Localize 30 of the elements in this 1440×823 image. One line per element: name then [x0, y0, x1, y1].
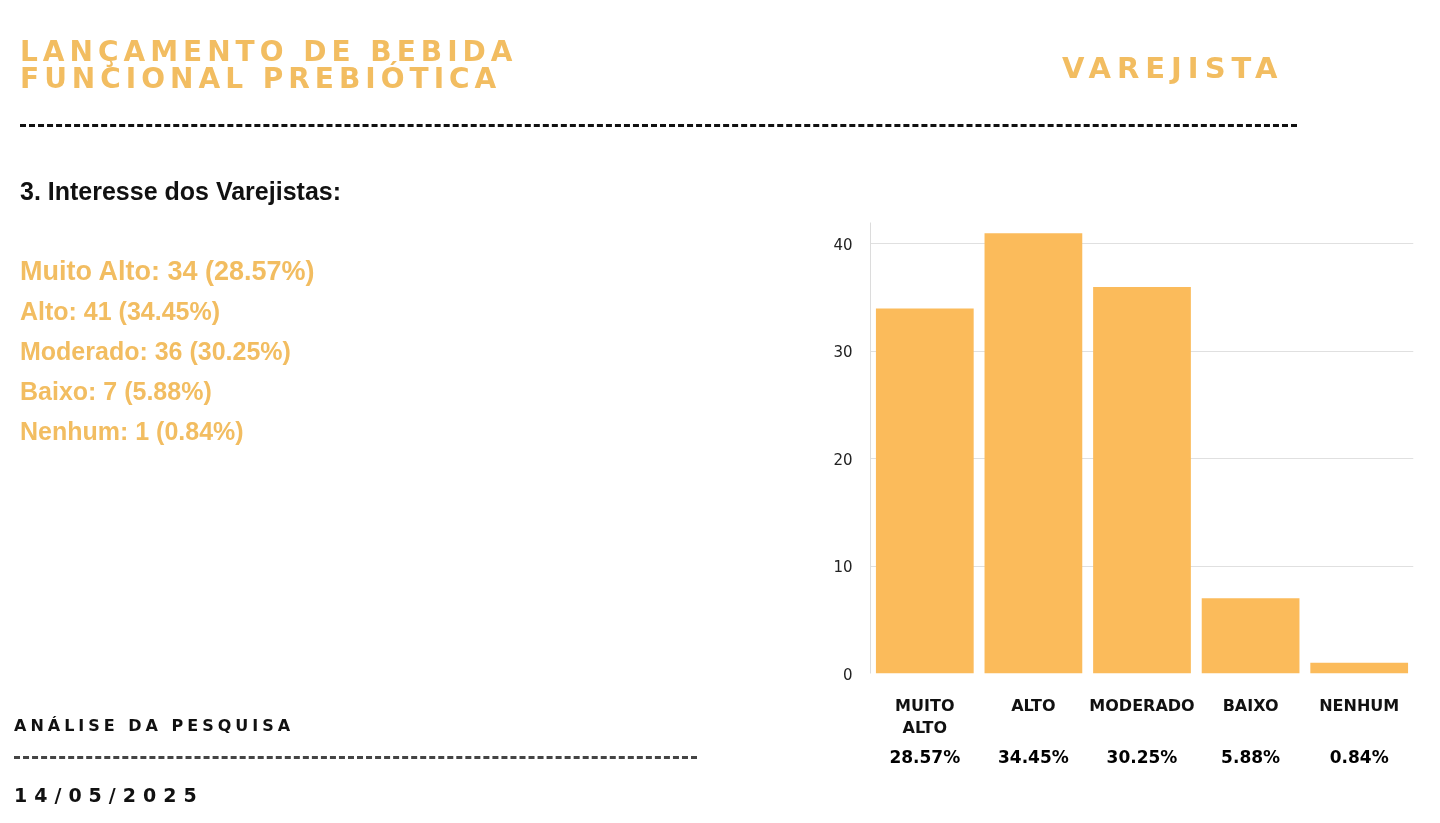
- y-tick-label: 10: [833, 558, 853, 577]
- y-tick-label: 30: [833, 343, 853, 362]
- text: ANÁLISE DA PESQUISA: [14, 715, 295, 737]
- bar: [1310, 662, 1409, 674]
- y-tick-label: 0: [842, 665, 853, 684]
- text: 0.84%: [1329, 746, 1389, 767]
- bar: [1201, 598, 1300, 674]
- text: 30.25%: [1106, 746, 1178, 767]
- text: Moderado: 36 (30.25%): [20, 336, 291, 367]
- bar: [1093, 286, 1191, 674]
- text: Nenhum: 1 (0.84%): [20, 416, 244, 447]
- text: 14/05/2025: [14, 783, 204, 808]
- x-tick-label: NENHUM: [1319, 695, 1400, 715]
- y-tick-label: 40: [833, 235, 853, 254]
- text: 28.57%: [889, 746, 961, 767]
- text: 34.45%: [998, 746, 1069, 767]
- x-tick-label: MUITO ALTO: [895, 695, 955, 738]
- text: LANÇAMENTO DE BEBIDA FUNCIONAL PREBIÓTICA: [20, 35, 519, 95]
- y-tick-label: 20: [833, 450, 853, 469]
- text: Muito Alto: 34 (28.57%): [20, 255, 315, 287]
- text: 5.88%: [1221, 746, 1281, 767]
- text: Baixo: 7 (5.88%): [20, 376, 212, 407]
- x-tick-label: MODERADO: [1089, 695, 1195, 715]
- text: VAREJISTA: [1062, 50, 1284, 86]
- bar: [984, 233, 1083, 674]
- x-tick-label: ALTO: [1011, 695, 1056, 715]
- text: 3. Interesse dos Varejistas:: [20, 176, 342, 207]
- bar: [875, 308, 974, 674]
- text: Alto: 41 (34.45%): [20, 296, 221, 327]
- x-tick-label: BAIXO: [1222, 695, 1279, 715]
